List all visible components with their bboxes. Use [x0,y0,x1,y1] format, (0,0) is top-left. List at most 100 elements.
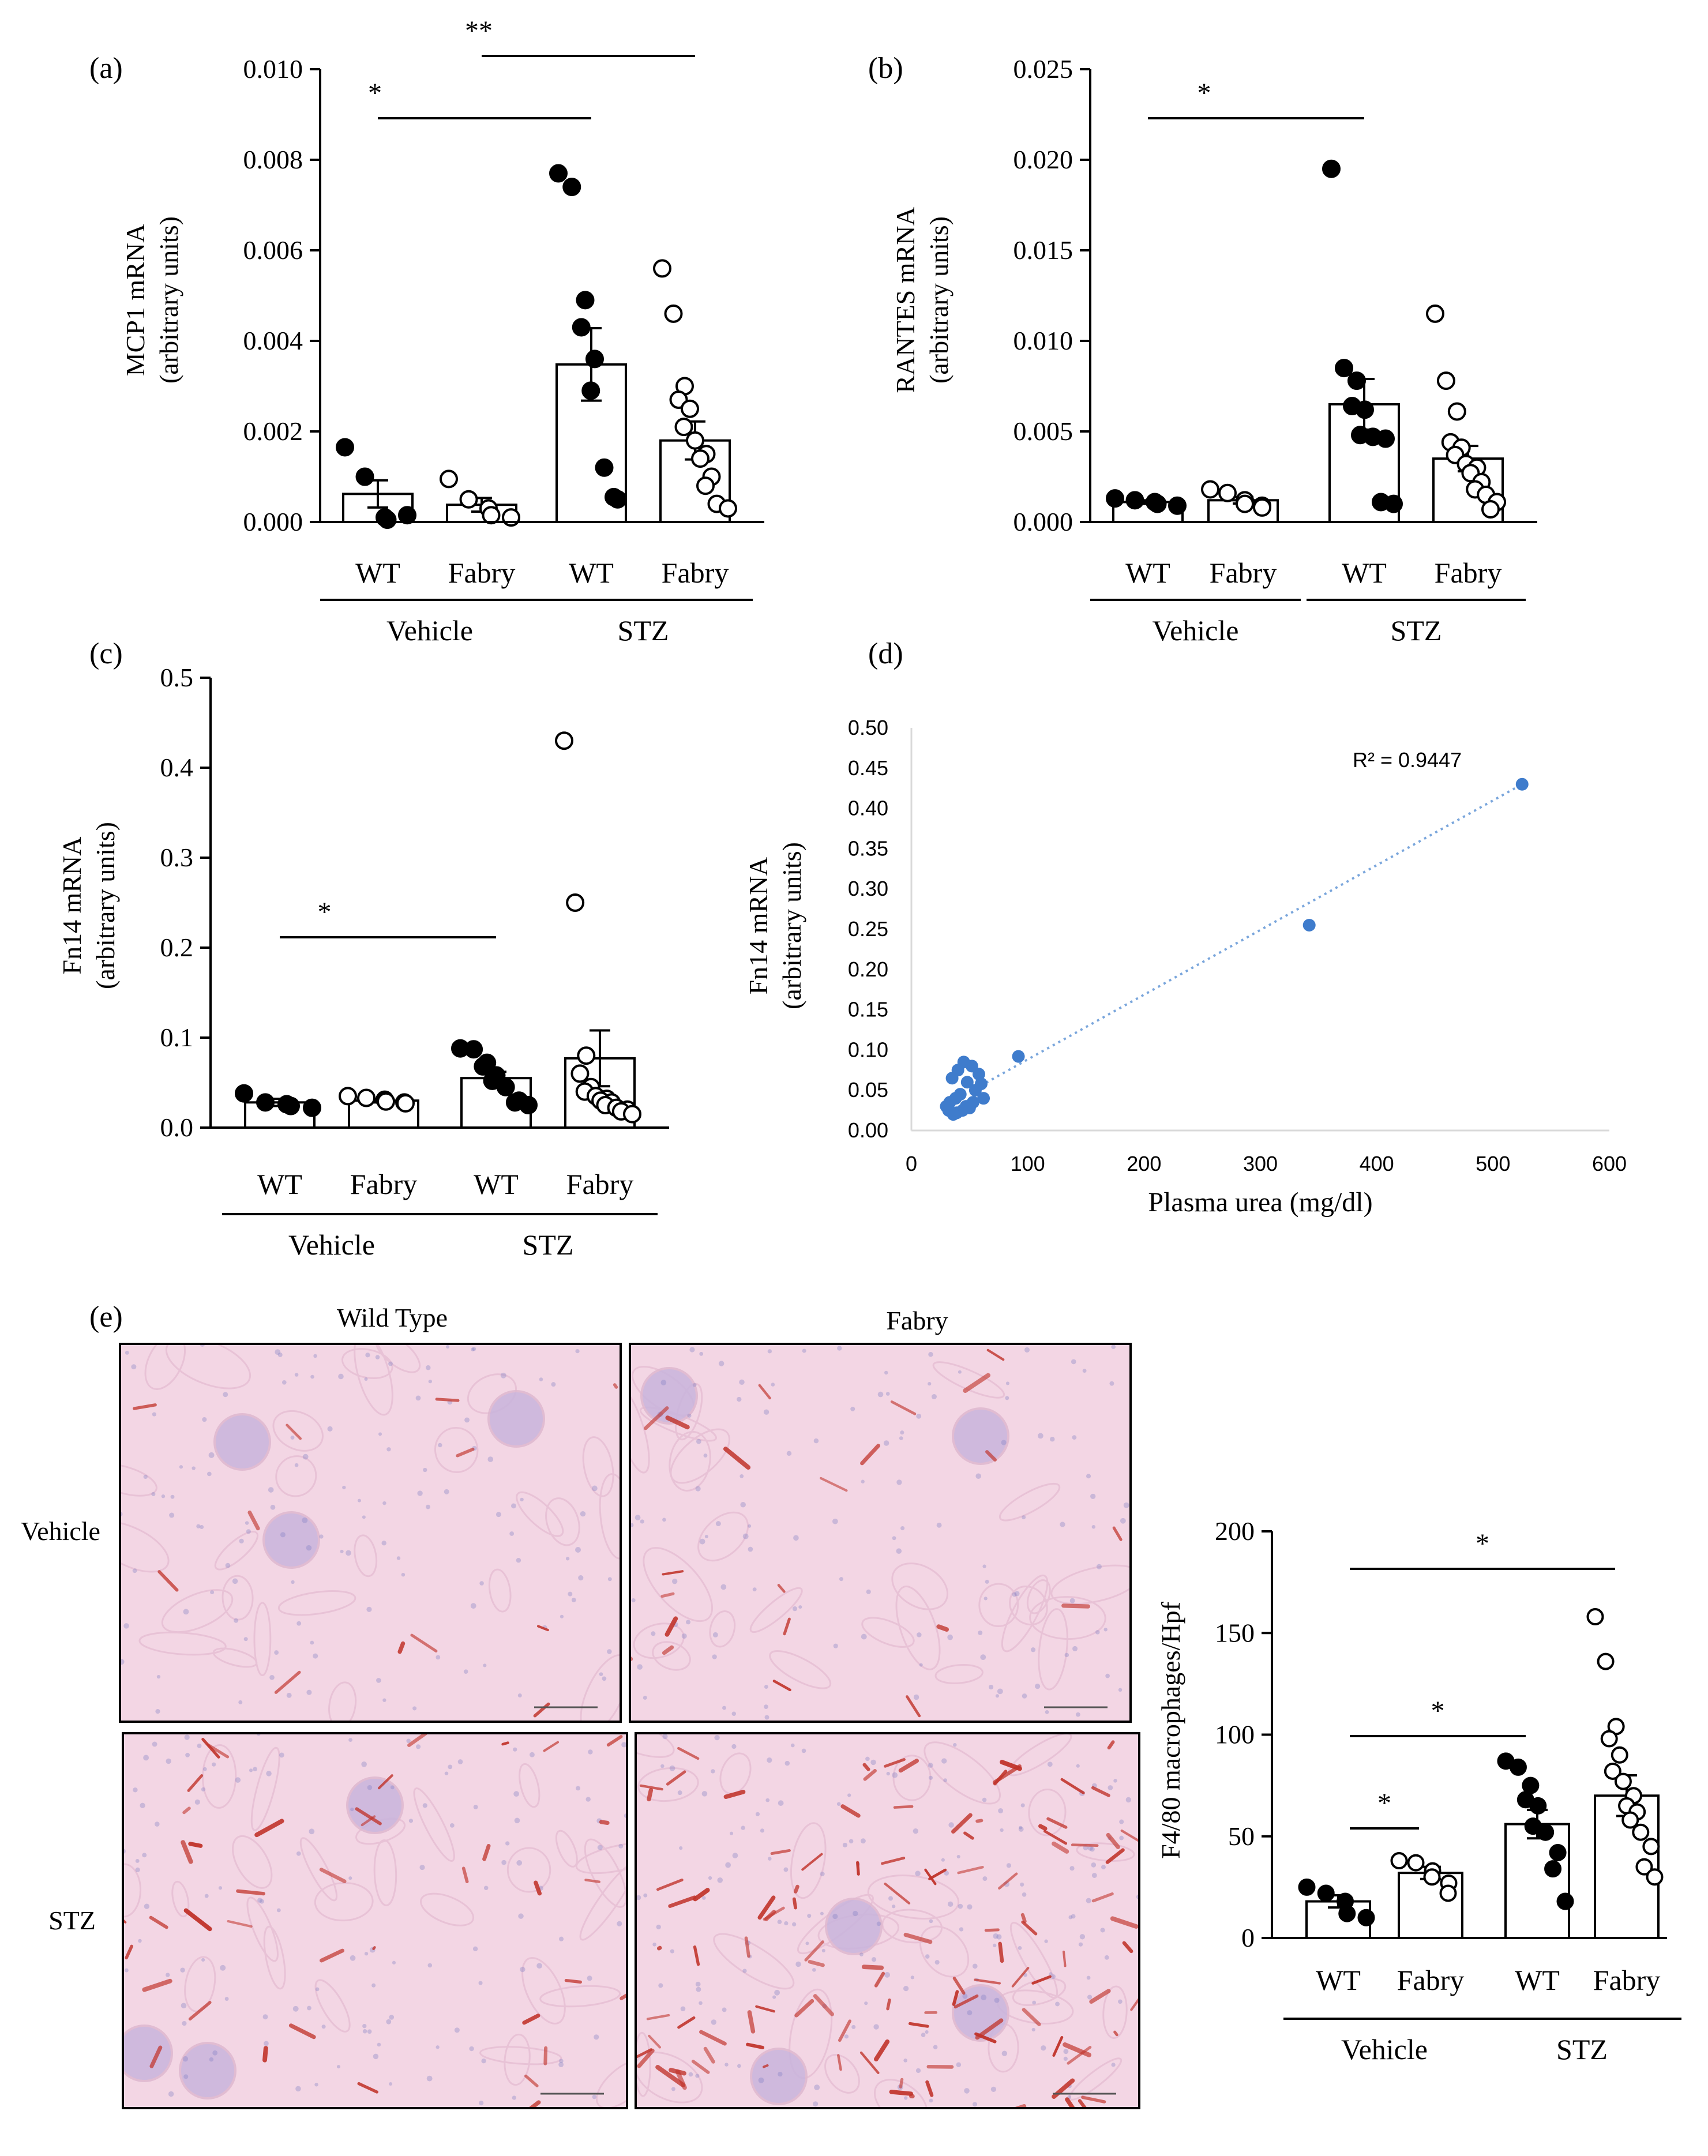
nucleus [1012,1592,1017,1597]
data-point [1357,1909,1375,1926]
data-point [1522,1776,1540,1794]
stain-streak [1063,2042,1092,2057]
stain-streak [925,2080,934,2097]
stain-streak [1038,1824,1048,1831]
nucleus [702,1896,706,1900]
tubule-outline [545,1497,580,1546]
panel-e: (e) Wild Type Fabry Vehicle STZ 0 50 100 15… [21,1301,1681,2109]
nucleus [833,1643,838,1648]
x-category-label: Fabry [1435,557,1502,589]
nucleus [471,1347,475,1351]
group-label: Vehicle [386,614,473,647]
tubule-outline [299,1837,338,1902]
nucleus [812,1967,816,1972]
nucleus [378,1432,382,1436]
nucleus [993,1933,998,1939]
glomerulus [123,2024,173,2082]
data-point [1481,500,1500,519]
nucleus [201,1958,205,1962]
nucleus [463,1669,468,1674]
nucleus [813,1438,819,1444]
nucleus [1075,1712,1080,1717]
nucleus [947,1901,954,1907]
y-tick-label: 0.008 [243,145,303,174]
stain-streak [693,1888,710,1902]
stain-streak [613,1383,618,1389]
tubule-outline [354,1534,378,1577]
nucleus [1076,1764,1080,1768]
nucleus [725,2063,729,2067]
nucleus [1090,1846,1095,1852]
stain-streak [543,2046,548,2065]
nucleus [201,1787,206,1792]
data-point [1604,1762,1621,1780]
x-category-label: WT [474,1168,519,1200]
nucleus [731,1744,737,1749]
nucleus [218,1886,223,1890]
nucleus [715,1521,721,1527]
nucleus [1031,2027,1035,2032]
y-tick-label: 0.010 [243,54,303,84]
tubule-outline [1102,1985,1128,2039]
nucleus [720,1584,727,1590]
nucleus [576,1786,580,1791]
glomerulus [346,1776,404,1834]
nucleus [982,1876,988,1881]
nucleus [510,1503,516,1509]
tubule-outline [697,1511,749,1562]
data-point [1338,1905,1356,1922]
stain-streak [764,1910,776,1921]
tubule-outline [709,1610,736,1648]
nucleus [978,1630,983,1635]
nucleus [512,2095,516,2100]
nucleus [892,1905,896,1909]
data-point [1537,1823,1555,1841]
nucleus [1019,1826,1023,1830]
tubule-outline [719,1752,752,1795]
tubule-outline [341,1348,393,1379]
y-axis-label-group: Fn14 mRNA (arbitrary units) [744,842,806,1009]
nucleus [575,1349,580,1354]
tubule-outline [138,1631,227,1656]
nucleus [302,1517,308,1523]
nucleus [200,1525,204,1530]
nucleus [154,1821,160,1827]
nucleus [807,1914,812,1918]
stain-streak [890,1400,917,1415]
nucleus [681,1633,687,1639]
nucleus [696,1986,701,1992]
stain-streak [986,1349,1005,1361]
tubule-outline [434,1426,479,1473]
glomerulus [262,1511,320,1569]
nucleus [1105,1673,1110,1678]
micrograph-image [120,1344,621,1722]
tubule-outline [488,1568,512,1613]
y-tick-label: 0.20 [848,957,888,981]
nucleus [1119,1835,1124,1841]
nucleus [813,2101,819,2107]
nucleus [181,2003,187,2009]
nucleus [518,1913,524,1919]
stain-streak [952,1990,959,2006]
data-point [1168,496,1187,515]
nucleus [1079,1934,1086,1940]
data-point [336,438,354,457]
nucleus [928,1382,932,1386]
y-tick-label: 0.30 [848,877,888,900]
nucleus [212,2050,218,2056]
nucleus [375,1355,380,1359]
nucleus [571,1598,576,1602]
nucleus [892,1536,896,1541]
nucleus [280,1532,286,1538]
nucleus [1100,1928,1105,1933]
y-tick-label: 0.010 [1013,326,1073,355]
tubule-outline [582,1436,614,1497]
nucleus [166,1973,170,1977]
nucleus [956,1854,960,1859]
stain-streak [691,2060,710,2074]
y-tick-label: 0.004 [243,326,303,355]
data-point [1529,1797,1547,1815]
panel-a: (a) 0.000 0.002 0.004 0.006 0.008 0.010 MCP1 m… [89,16,764,647]
nucleus [389,2015,395,2020]
nucleus [422,1803,427,1808]
